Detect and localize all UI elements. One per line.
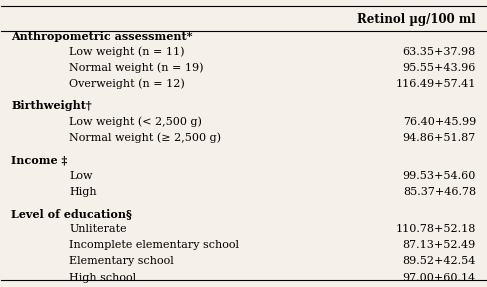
Text: 63.35+37.98: 63.35+37.98 bbox=[403, 47, 476, 57]
Text: High school: High school bbox=[69, 273, 136, 282]
Text: Anthropometric assessment*: Anthropometric assessment* bbox=[11, 30, 192, 42]
Text: Low weight (< 2,500 g): Low weight (< 2,500 g) bbox=[69, 117, 202, 127]
Text: High: High bbox=[69, 187, 97, 197]
Text: 97.00+60.14: 97.00+60.14 bbox=[403, 273, 476, 282]
Text: 94.86+51.87: 94.86+51.87 bbox=[403, 133, 476, 143]
Text: Income ‡: Income ‡ bbox=[11, 154, 67, 165]
Text: Low weight (n = 11): Low weight (n = 11) bbox=[69, 47, 185, 57]
Text: Low: Low bbox=[69, 171, 93, 181]
Text: 85.37+46.78: 85.37+46.78 bbox=[403, 187, 476, 197]
Text: Level of education§: Level of education§ bbox=[11, 208, 132, 219]
Text: 95.55+43.96: 95.55+43.96 bbox=[403, 63, 476, 73]
Text: 116.49+57.41: 116.49+57.41 bbox=[395, 79, 476, 89]
Text: Normal weight (≥ 2,500 g): Normal weight (≥ 2,500 g) bbox=[69, 133, 221, 143]
Text: 110.78+52.18: 110.78+52.18 bbox=[395, 224, 476, 234]
Text: Normal weight (n = 19): Normal weight (n = 19) bbox=[69, 63, 204, 73]
Text: 89.52+42.54: 89.52+42.54 bbox=[403, 257, 476, 266]
Text: Retinol µg/100 ml: Retinol µg/100 ml bbox=[357, 13, 476, 26]
Text: 76.40+45.99: 76.40+45.99 bbox=[403, 117, 476, 127]
Text: Incomplete elementary school: Incomplete elementary school bbox=[69, 241, 239, 251]
Text: 87.13+52.49: 87.13+52.49 bbox=[403, 241, 476, 251]
Text: 99.53+54.60: 99.53+54.60 bbox=[403, 171, 476, 181]
Text: Overweight (n = 12): Overweight (n = 12) bbox=[69, 79, 185, 90]
Text: Elementary school: Elementary school bbox=[69, 257, 174, 266]
Text: Unliterate: Unliterate bbox=[69, 224, 127, 234]
Text: Birthweight†: Birthweight† bbox=[11, 100, 92, 111]
